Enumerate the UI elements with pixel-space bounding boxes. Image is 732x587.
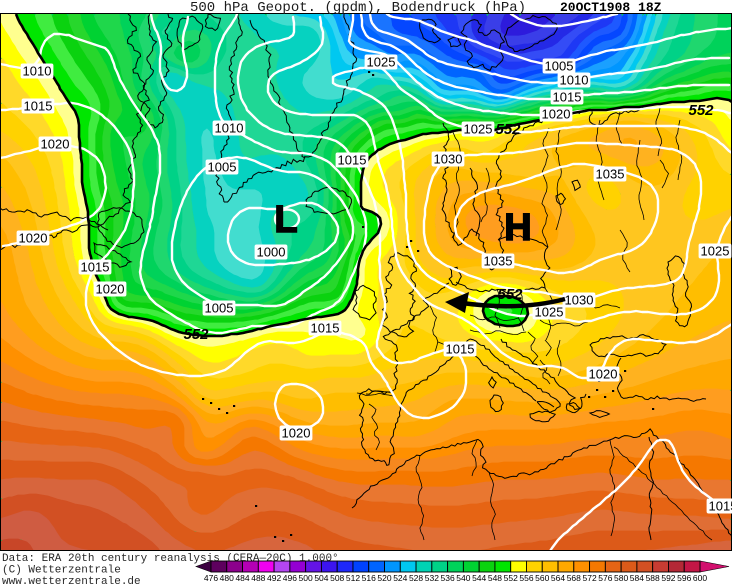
svg-text:1010: 1010 xyxy=(560,73,589,88)
svg-text:540: 540 xyxy=(456,573,470,583)
svg-text:1020: 1020 xyxy=(41,137,70,152)
svg-text:552: 552 xyxy=(497,286,523,303)
svg-text:492: 492 xyxy=(267,573,281,583)
svg-text:552: 552 xyxy=(504,573,518,583)
svg-text:580: 580 xyxy=(614,573,628,583)
svg-text:1020: 1020 xyxy=(589,367,618,382)
svg-text:1030: 1030 xyxy=(565,293,594,308)
svg-text:1010: 1010 xyxy=(23,64,52,79)
svg-text:564: 564 xyxy=(551,573,565,583)
svg-text:596: 596 xyxy=(677,573,691,583)
svg-text:1005: 1005 xyxy=(545,59,574,74)
svg-text:504: 504 xyxy=(314,573,328,583)
svg-text:1015: 1015 xyxy=(709,499,732,514)
svg-text:1015: 1015 xyxy=(311,321,340,336)
svg-text:1035: 1035 xyxy=(596,167,625,182)
svg-text:1015: 1015 xyxy=(24,99,53,114)
svg-text:20OCT1908 18Z: 20OCT1908 18Z xyxy=(560,0,662,15)
svg-text:560: 560 xyxy=(535,573,549,583)
svg-text:576: 576 xyxy=(598,573,612,583)
svg-text:512: 512 xyxy=(346,573,360,583)
svg-text:H: H xyxy=(504,207,531,249)
svg-text:1020: 1020 xyxy=(19,231,48,246)
svg-text:www.wetterzentrale.de: www.wetterzentrale.de xyxy=(2,576,141,587)
svg-text:520: 520 xyxy=(377,573,391,583)
svg-text:556: 556 xyxy=(519,573,533,583)
svg-text:588: 588 xyxy=(646,573,660,583)
svg-text:552: 552 xyxy=(495,121,521,138)
svg-text:1025: 1025 xyxy=(701,244,730,259)
svg-text:L: L xyxy=(274,199,297,241)
svg-text:552: 552 xyxy=(688,102,714,119)
svg-text:524: 524 xyxy=(393,573,407,583)
svg-text:500 hPa Geopot. (gpdm), Bodend: 500 hPa Geopot. (gpdm), Bodendruck (hPa) xyxy=(190,0,526,16)
svg-text:536: 536 xyxy=(441,573,455,583)
svg-text:592: 592 xyxy=(661,573,675,583)
svg-text:548: 548 xyxy=(488,573,502,583)
svg-text:1005: 1005 xyxy=(205,301,234,316)
svg-text:572: 572 xyxy=(582,573,596,583)
svg-text:1025: 1025 xyxy=(367,55,396,70)
svg-text:600: 600 xyxy=(693,573,707,583)
svg-text:1020: 1020 xyxy=(96,282,125,297)
svg-text:544: 544 xyxy=(472,573,486,583)
svg-text:488: 488 xyxy=(251,573,265,583)
svg-text:552: 552 xyxy=(183,326,209,343)
svg-text:1030: 1030 xyxy=(434,152,463,167)
svg-text:1015: 1015 xyxy=(553,90,582,105)
svg-text:508: 508 xyxy=(330,573,344,583)
svg-text:1020: 1020 xyxy=(282,426,311,441)
svg-text:1015: 1015 xyxy=(446,342,475,357)
svg-text:1015: 1015 xyxy=(81,260,110,275)
svg-text:496: 496 xyxy=(283,573,297,583)
svg-text:1035: 1035 xyxy=(484,254,513,269)
svg-text:(C) Wetterzentrale: (C) Wetterzentrale xyxy=(2,565,121,577)
svg-text:1000: 1000 xyxy=(257,245,286,260)
svg-text:528: 528 xyxy=(409,573,423,583)
svg-text:1025: 1025 xyxy=(535,305,564,320)
svg-text:568: 568 xyxy=(567,573,581,583)
svg-text:500: 500 xyxy=(299,573,313,583)
svg-text:532: 532 xyxy=(425,573,439,583)
svg-text:516: 516 xyxy=(362,573,376,583)
svg-text:1025: 1025 xyxy=(464,122,493,137)
svg-text:1020: 1020 xyxy=(542,107,571,122)
svg-text:584: 584 xyxy=(630,573,644,583)
svg-text:484: 484 xyxy=(235,573,249,583)
svg-text:1015: 1015 xyxy=(338,153,367,168)
svg-text:476: 476 xyxy=(204,573,218,583)
svg-text:1010: 1010 xyxy=(215,121,244,136)
svg-text:480: 480 xyxy=(220,573,234,583)
svg-text:1005: 1005 xyxy=(208,160,237,175)
